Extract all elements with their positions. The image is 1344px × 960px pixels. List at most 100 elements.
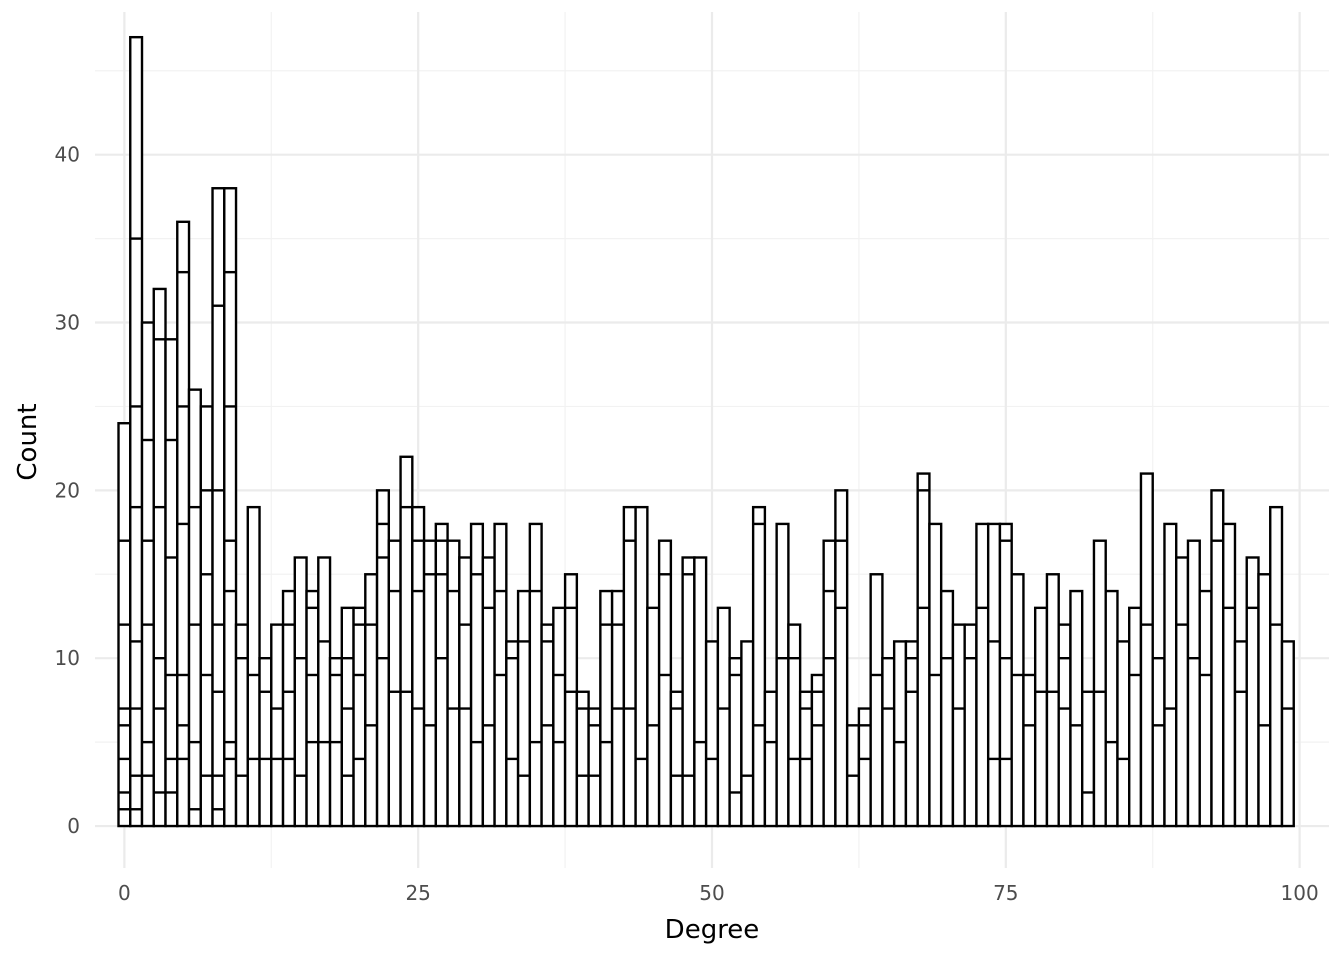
histogram-bin	[634, 505, 649, 828]
y-tick-label: 10	[55, 646, 80, 670]
histogram-bin	[152, 287, 167, 828]
histogram-bin	[657, 539, 673, 828]
histogram-bin	[164, 338, 179, 828]
histogram-bin	[411, 505, 426, 828]
bar	[481, 556, 496, 828]
bar	[1022, 673, 1037, 828]
histogram-bin	[199, 405, 214, 828]
bar	[881, 656, 896, 828]
histogram-bin	[869, 573, 884, 828]
histogram-bin	[939, 589, 955, 828]
bar	[1233, 640, 1248, 828]
histogram-bin	[646, 606, 661, 828]
y-tick-label: 20	[55, 478, 80, 502]
histogram-bin	[234, 623, 249, 828]
bar	[1080, 690, 1096, 828]
histogram-bin	[493, 522, 508, 828]
bar	[352, 606, 367, 828]
bar	[446, 539, 461, 828]
bar	[1269, 505, 1284, 828]
histogram-bin	[1033, 606, 1049, 828]
bar	[152, 287, 167, 828]
bar	[1045, 573, 1060, 828]
histogram-bin	[1175, 556, 1190, 828]
histogram-bin	[117, 422, 132, 828]
bar	[728, 656, 743, 828]
histogram-bin	[693, 556, 708, 828]
histogram-bin	[1257, 573, 1272, 828]
bar	[411, 505, 426, 828]
histogram-bin	[516, 589, 532, 828]
histogram-bin	[293, 556, 308, 828]
bar	[775, 522, 790, 828]
histogram-bin	[328, 656, 343, 828]
histogram-bin	[716, 606, 731, 828]
bar	[1151, 656, 1166, 828]
histogram-bin	[986, 522, 1002, 828]
bar	[892, 640, 908, 828]
histogram-bin	[728, 656, 743, 828]
histogram-bin	[1151, 656, 1166, 828]
histogram-bin	[246, 505, 261, 828]
x-tick-label: 100	[1281, 881, 1319, 905]
y-axis-ticks: 0 10 20 30 40	[55, 143, 80, 838]
histogram-bin	[904, 640, 919, 828]
histogram-bin	[822, 539, 837, 828]
bar	[599, 589, 614, 828]
bar	[293, 556, 308, 828]
histogram-bin	[798, 690, 814, 828]
y-tick-label: 30	[55, 311, 80, 335]
bar	[763, 690, 778, 828]
histogram-bin	[1233, 640, 1248, 828]
histogram-bin	[270, 623, 285, 828]
bar	[904, 640, 919, 828]
histogram-bin	[845, 724, 861, 828]
x-tick-label: 25	[405, 881, 430, 905]
histogram-bin	[1139, 472, 1154, 828]
bar	[223, 187, 238, 828]
bar	[1010, 573, 1025, 828]
bar	[340, 606, 355, 828]
histogram-bin	[469, 522, 485, 828]
bar	[234, 623, 249, 828]
bar	[822, 539, 837, 828]
bar	[1257, 573, 1272, 828]
histogram-bin	[187, 388, 202, 828]
x-axis-ticks: 0 25 50 75 100	[118, 881, 1319, 905]
histogram-bin	[317, 556, 332, 828]
histogram-bin	[1280, 640, 1295, 828]
histogram-bin	[176, 220, 191, 828]
histogram-bin	[552, 606, 567, 828]
bar	[270, 623, 285, 828]
bar	[258, 656, 273, 828]
bar	[140, 321, 155, 828]
bar	[1139, 472, 1154, 828]
histogram-bin	[834, 489, 849, 828]
histogram-bin	[669, 690, 684, 828]
bar	[1033, 606, 1049, 828]
histogram-bin	[528, 522, 543, 828]
histogram-bin	[622, 505, 637, 828]
y-tick-label: 0	[67, 814, 80, 838]
bar	[246, 505, 261, 828]
bar	[1069, 589, 1084, 828]
histogram-bin	[1069, 589, 1084, 828]
histogram-bars	[117, 35, 1295, 828]
histogram-bin	[1022, 673, 1037, 828]
x-tick-label: 75	[993, 881, 1018, 905]
histogram-bin	[446, 539, 461, 828]
bar	[1222, 522, 1237, 828]
bar	[1280, 640, 1295, 828]
histogram-bin	[951, 623, 966, 828]
histogram-bin	[975, 522, 990, 828]
histogram-bin	[928, 522, 943, 828]
bar	[693, 556, 708, 828]
histogram-bin	[857, 707, 872, 828]
histogram-bin	[481, 556, 496, 828]
histogram-bin	[740, 640, 755, 828]
histogram-bin	[575, 690, 590, 828]
y-tick-label: 40	[55, 143, 80, 167]
histogram-bin	[540, 623, 555, 828]
histogram-bin	[281, 589, 296, 828]
bar	[305, 589, 320, 828]
